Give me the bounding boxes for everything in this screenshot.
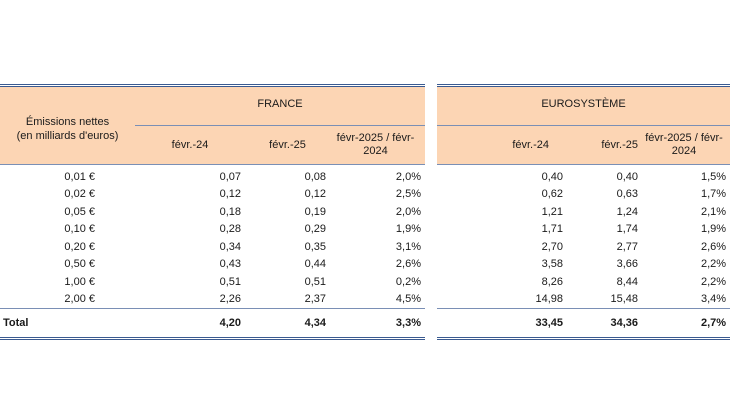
group-header-eurosysteme: EUROSYSTÈME — [437, 84, 730, 126]
euro-change: 3,4% — [700, 293, 727, 306]
euro-feb25: 2,77 — [616, 240, 638, 253]
france-change: 1,9% — [395, 223, 421, 236]
total-euro-feb24: 33,45 — [437, 308, 567, 340]
euro-feb25: 0,63 — [616, 188, 638, 201]
euro-change: 2,1% — [700, 205, 727, 218]
total-france-feb25: 4,34 — [245, 308, 330, 340]
france-feb25: 0,12 — [304, 188, 326, 201]
euro-change: 1,7% — [700, 188, 727, 201]
euro-change: 1,5% — [700, 170, 727, 183]
france-feb25: 0,44 — [304, 258, 326, 271]
euro-feb25: 15,48 — [610, 293, 638, 306]
denomination-label: 0,02 € — [64, 188, 95, 201]
coin-emissions-table: Émissions nettes (en milliards d'euros) … — [0, 84, 730, 340]
france-feb25: 2,37 — [304, 293, 326, 306]
euro-feb24: 14,98 — [535, 293, 563, 306]
euro-feb24: 3,58 — [541, 258, 563, 271]
denomination-label: 0,20 € — [64, 240, 95, 253]
col-header-france-feb24: févr.-24 — [135, 125, 245, 165]
denomination-label: 0,10 € — [64, 223, 95, 236]
france-change: 2,6% — [395, 258, 421, 271]
france-change: 2,5% — [395, 188, 421, 201]
denomination-label: 0,05 € — [64, 205, 95, 218]
france-feb25: 0,51 — [304, 275, 326, 288]
total-label: Total — [0, 308, 135, 340]
table-row: 0,05 € 0,18 0,19 2,0% 1,21 1,24 2,1% — [0, 203, 730, 221]
france-feb24: 2,26 — [219, 293, 241, 306]
total-france-change: 3,3% — [330, 308, 425, 340]
euro-change: 2,6% — [700, 240, 727, 253]
row-label-header: Émissions nettes (en milliards d'euros) — [0, 84, 135, 165]
france-feb24: 0,34 — [219, 240, 241, 253]
france-change: 4,5% — [395, 293, 421, 306]
table-row: 0,20 € 0,34 0,35 3,1% 2,70 2,77 2,6% — [0, 238, 730, 256]
france-feb25: 0,35 — [304, 240, 326, 253]
table-row: 2,00 € 2,26 2,37 4,5% 14,98 15,48 3,4% — [0, 290, 730, 309]
euro-feb24: 0,62 — [541, 188, 563, 201]
denomination-label: 0,50 € — [64, 258, 95, 271]
col-header-euro-change: févr-2025 / févr- 2024 — [642, 125, 730, 165]
france-feb24: 0,18 — [219, 205, 241, 218]
euro-feb24: 1,71 — [541, 223, 563, 236]
france-feb25: 0,08 — [304, 170, 326, 183]
total-euro-feb25: 34,36 — [567, 308, 642, 340]
euro-feb24: 8,26 — [541, 275, 563, 288]
table-row: 0,01 € 0,07 0,08 2,0% 0,40 0,40 1,5% — [0, 164, 730, 186]
france-feb24: 0,12 — [219, 188, 241, 201]
france-feb24: 0,28 — [219, 223, 241, 236]
col-header-france-change: févr-2025 / févr- 2024 — [330, 125, 425, 165]
euro-feb24: 0,40 — [541, 170, 563, 183]
france-feb25: 0,19 — [304, 205, 326, 218]
france-feb25: 0,29 — [304, 223, 326, 236]
euro-feb25: 0,40 — [616, 170, 638, 183]
col-header-france-feb25: févr.-25 — [245, 125, 330, 165]
total-france-feb24: 4,20 — [135, 308, 245, 340]
france-feb24: 0,43 — [219, 258, 241, 271]
euro-feb25: 8,44 — [616, 275, 638, 288]
france-change: 0,2% — [395, 275, 421, 288]
france-feb24: 0,51 — [219, 275, 241, 288]
france-change: 3,1% — [395, 240, 421, 253]
france-change: 2,0% — [395, 205, 421, 218]
france-change: 2,0% — [395, 170, 421, 183]
col-header-euro-feb24: févr.-24 — [437, 125, 567, 165]
table-row: 1,00 € 0,51 0,51 0,2% 8,26 8,44 2,2% — [0, 273, 730, 291]
euro-change: 2,2% — [700, 258, 727, 271]
total-euro-change: 2,7% — [642, 308, 730, 340]
euro-change: 2,2% — [700, 275, 727, 288]
euro-change: 1,9% — [700, 223, 727, 236]
euro-feb24: 2,70 — [541, 240, 563, 253]
euro-feb25: 1,74 — [616, 223, 638, 236]
denomination-label: 1,00 € — [64, 275, 95, 288]
denomination-label: 0,01 € — [64, 170, 95, 183]
col-header-euro-feb25: févr.-25 — [567, 125, 642, 165]
denomination-label: 2,00 € — [64, 293, 95, 306]
france-feb24: 0,07 — [219, 170, 241, 183]
total-row: Total 4,20 4,34 3,3% 33,45 34,36 2,7% — [0, 308, 730, 340]
group-header-france: FRANCE — [135, 84, 425, 126]
table-row: 0,50 € 0,43 0,44 2,6% 3,58 3,66 2,2% — [0, 255, 730, 273]
euro-feb25: 1,24 — [616, 205, 638, 218]
table-row: 0,02 € 0,12 0,12 2,5% 0,62 0,63 1,7% — [0, 185, 730, 203]
table-row: 0,10 € 0,28 0,29 1,9% 1,71 1,74 1,9% — [0, 220, 730, 238]
euro-feb25: 3,66 — [616, 258, 638, 271]
euro-feb24: 1,21 — [541, 205, 563, 218]
